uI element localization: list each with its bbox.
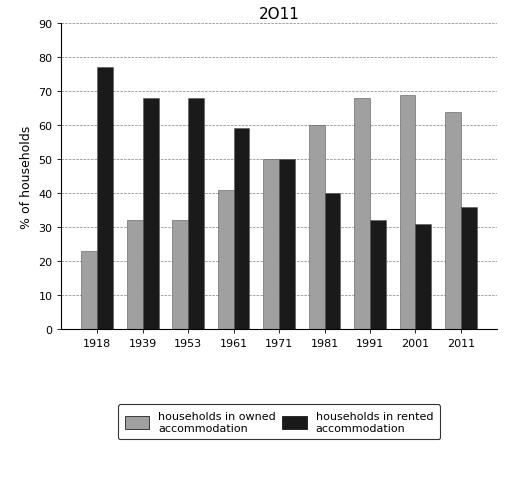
Bar [399,95,415,329]
Bar [233,129,249,329]
Bar [309,126,325,329]
Bar [188,99,204,329]
Bar [143,99,159,329]
Bar [461,207,477,329]
Bar [354,99,370,329]
Bar [370,221,386,329]
Bar [279,160,295,329]
Bar [325,194,340,329]
Bar [218,190,233,329]
Bar [81,251,97,329]
Legend: households in owned
accommodation, households in rented
accommodation: households in owned accommodation, house… [118,405,440,439]
Bar [263,160,279,329]
Y-axis label: % of households: % of households [20,125,33,228]
Bar [97,68,113,329]
Bar [445,112,461,329]
Bar [415,224,432,329]
Title: 2O11: 2O11 [259,7,300,22]
Bar [172,221,188,329]
Bar [126,221,143,329]
